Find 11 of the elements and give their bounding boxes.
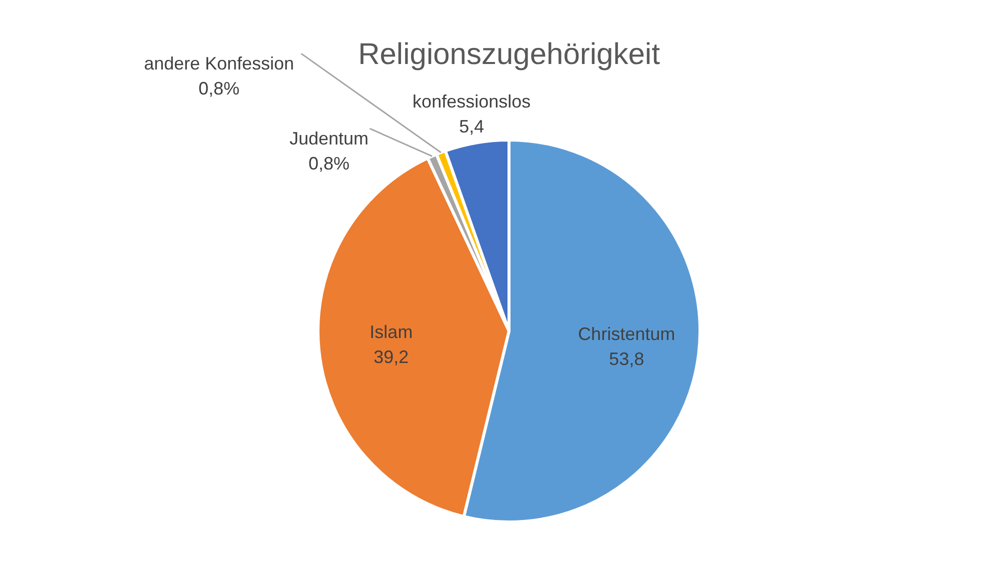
data-label: 0,8% bbox=[198, 78, 240, 99]
slice-label: andere Konfession bbox=[144, 54, 294, 74]
data-label: 53,8 bbox=[609, 349, 644, 370]
chart-title: Religionszugehörigkeit bbox=[358, 38, 661, 71]
slice-label: Christentum bbox=[578, 324, 676, 344]
slice-label: Islam bbox=[370, 322, 413, 342]
data-label: 0,8% bbox=[308, 154, 350, 174]
slice-label: Judentum bbox=[289, 128, 369, 149]
slice-label: konfessionslos bbox=[412, 92, 531, 112]
data-label: 39,2 bbox=[374, 346, 409, 367]
data-label: 5,4 bbox=[459, 116, 484, 137]
